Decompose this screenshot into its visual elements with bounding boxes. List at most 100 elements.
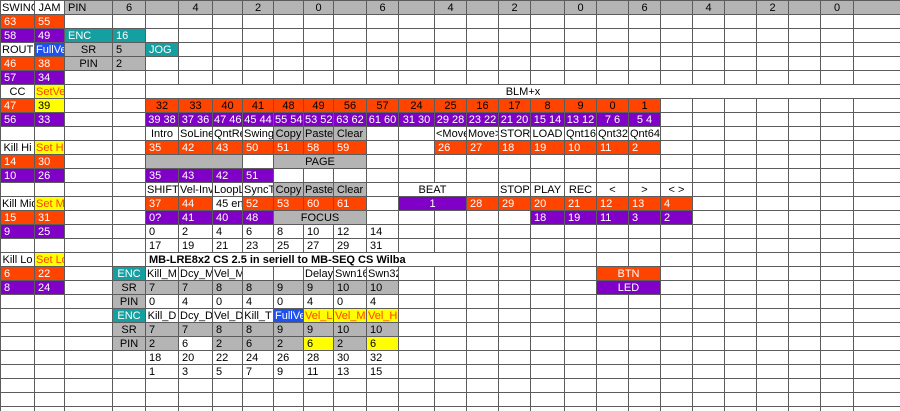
cell[interactable]: 20: [531, 197, 564, 210]
cell[interactable]: Dcy_D: [179, 309, 212, 322]
cell[interactable]: 0: [274, 295, 303, 308]
cell[interactable]: SHIFT: [146, 183, 178, 196]
cell[interactable]: 23: [243, 239, 273, 252]
cell[interactable]: 56: [1, 113, 34, 126]
cell[interactable]: 6: [367, 1, 398, 14]
cell[interactable]: BTN: [597, 267, 660, 280]
cell[interactable]: PAGE: [274, 155, 366, 168]
cell[interactable]: < >: [661, 183, 692, 196]
cell[interactable]: 2: [334, 337, 366, 350]
cell[interactable]: 59: [334, 141, 366, 154]
cell[interactable]: PIN: [113, 337, 145, 350]
cell[interactable]: 13: [629, 197, 660, 210]
cell[interactable]: BLM+x: [146, 85, 900, 98]
cell[interactable]: Kill_T: [243, 309, 273, 322]
cell[interactable]: Kill Mid: [1, 197, 34, 210]
cell[interactable]: Clear: [334, 183, 366, 196]
cell[interactable]: 45 44: [243, 113, 273, 126]
cell[interactable]: Move>: [467, 127, 498, 140]
cell[interactable]: 22: [213, 351, 242, 364]
cell[interactable]: ENC: [113, 309, 145, 322]
cell[interactable]: 28: [467, 197, 498, 210]
cell[interactable]: 48: [274, 99, 303, 112]
cell[interactable]: 44: [179, 197, 212, 210]
cell[interactable]: 21 20: [499, 113, 530, 126]
cell[interactable]: 58: [304, 141, 333, 154]
cell[interactable]: 49: [304, 99, 333, 112]
cell[interactable]: [213, 1, 242, 14]
cell[interactable]: 11: [304, 365, 333, 378]
cell[interactable]: 47 46: [213, 113, 242, 126]
cell[interactable]: 9: [304, 323, 333, 336]
cell[interactable]: Copy: [274, 183, 303, 196]
cell[interactable]: 5 4: [629, 113, 660, 126]
cell[interactable]: 32: [367, 351, 398, 364]
cell[interactable]: JOG: [146, 43, 178, 56]
cell[interactable]: SoLine: [179, 127, 212, 140]
cell[interactable]: 49: [35, 29, 64, 42]
cell[interactable]: 19: [531, 141, 564, 154]
cell[interactable]: [146, 155, 242, 168]
cell[interactable]: 30: [35, 155, 64, 168]
cell[interactable]: 29: [334, 239, 366, 252]
cell[interactable]: 48: [243, 211, 273, 224]
cell[interactable]: 20: [179, 351, 212, 364]
cell[interactable]: 0: [213, 295, 242, 308]
cell[interactable]: 28: [304, 351, 333, 364]
cell[interactable]: Set Mid: [35, 197, 64, 210]
cell[interactable]: 51: [274, 141, 303, 154]
cell[interactable]: 43: [179, 169, 212, 182]
cell[interactable]: 2: [499, 1, 530, 14]
cell[interactable]: 24: [35, 281, 64, 294]
cell[interactable]: 10: [1, 169, 34, 182]
cell[interactable]: 0: [565, 1, 596, 14]
cell[interactable]: 10: [565, 141, 596, 154]
cell[interactable]: 18: [531, 211, 564, 224]
cell[interactable]: 33: [35, 113, 64, 126]
cell[interactable]: [334, 1, 366, 14]
cell[interactable]: 0: [597, 99, 628, 112]
cell[interactable]: 9: [1, 225, 34, 238]
cell[interactable]: 0?: [146, 211, 178, 224]
cell[interactable]: 51: [243, 169, 273, 182]
cell[interactable]: 33: [179, 99, 212, 112]
cell[interactable]: 6: [1, 267, 34, 280]
cell[interactable]: SWING: [1, 1, 34, 14]
cell[interactable]: 9: [274, 323, 303, 336]
cell[interactable]: 2: [661, 211, 692, 224]
cell[interactable]: 46: [1, 57, 34, 70]
cell[interactable]: PIN: [113, 295, 145, 308]
cell[interactable]: STOP: [499, 183, 530, 196]
cell[interactable]: 19: [179, 239, 212, 252]
cell[interactable]: Swn32: [367, 267, 398, 280]
cell[interactable]: QntRec: [213, 127, 242, 140]
cell[interactable]: 43: [213, 141, 242, 154]
cell[interactable]: 2: [629, 141, 660, 154]
cell[interactable]: 6: [113, 1, 145, 14]
cell[interactable]: 15 14: [531, 113, 564, 126]
cell[interactable]: SR: [113, 323, 145, 336]
cell[interactable]: 16: [113, 29, 145, 42]
cell[interactable]: REC: [565, 183, 596, 196]
cell[interactable]: CC: [1, 85, 34, 98]
cell[interactable]: 7: [179, 281, 212, 294]
cell[interactable]: 8: [243, 281, 273, 294]
cell[interactable]: 7 6: [597, 113, 628, 126]
cell[interactable]: Clear: [334, 127, 366, 140]
cell[interactable]: 2: [213, 337, 242, 350]
cell[interactable]: 2: [179, 225, 212, 238]
cell[interactable]: [531, 1, 564, 14]
cell[interactable]: 58: [1, 29, 34, 42]
cell[interactable]: Swn16: [334, 267, 366, 280]
cell[interactable]: 24: [243, 351, 273, 364]
cell[interactable]: 2: [274, 337, 303, 350]
cell[interactable]: 4: [661, 197, 692, 210]
cell[interactable]: 18: [499, 141, 530, 154]
cell[interactable]: 29 28: [435, 113, 466, 126]
cell[interactable]: LOAD: [531, 127, 564, 140]
cell[interactable]: 45 en: [213, 197, 242, 210]
cell[interactable]: 4: [304, 295, 333, 308]
cell[interactable]: 26: [274, 351, 303, 364]
cell[interactable]: 57: [1, 71, 34, 84]
cell[interactable]: 31: [367, 239, 398, 252]
